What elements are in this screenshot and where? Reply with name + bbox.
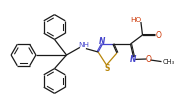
Text: S: S xyxy=(104,64,110,73)
Text: O: O xyxy=(155,30,161,39)
Text: HO: HO xyxy=(130,17,142,23)
Text: N: N xyxy=(130,55,137,64)
Text: CH₃: CH₃ xyxy=(163,59,175,65)
Text: NH: NH xyxy=(78,42,89,48)
Text: O: O xyxy=(146,55,152,64)
Text: N: N xyxy=(99,37,105,46)
